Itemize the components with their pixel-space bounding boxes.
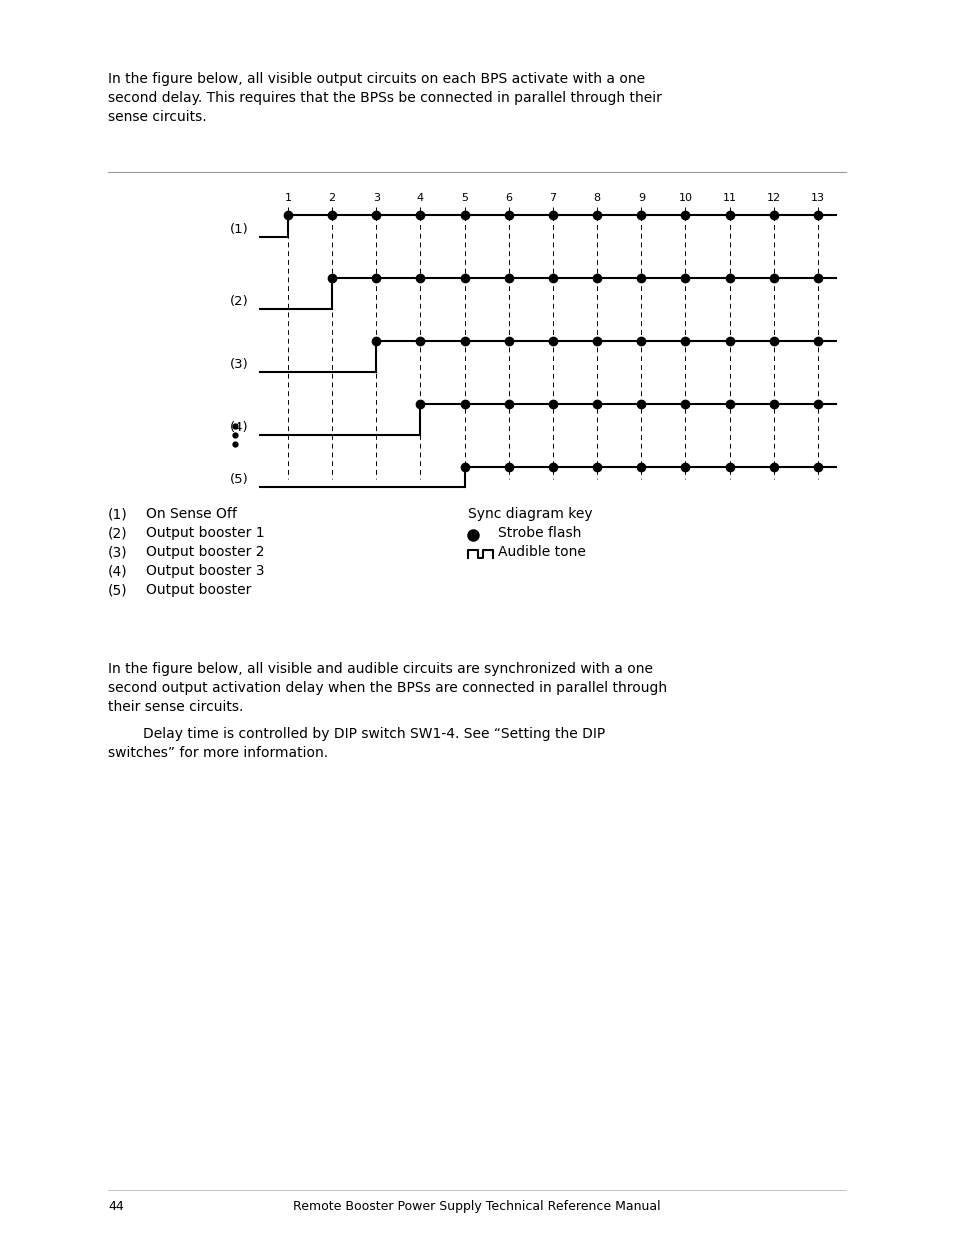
Text: second output activation delay when the BPSs are connected in parallel through: second output activation delay when the … xyxy=(108,680,666,695)
Text: switches” for more information.: switches” for more information. xyxy=(108,746,328,760)
Text: 6: 6 xyxy=(505,193,512,203)
Text: Output booster 1: Output booster 1 xyxy=(146,526,264,540)
Text: 11: 11 xyxy=(722,193,736,203)
Text: (2): (2) xyxy=(108,526,128,540)
Text: 12: 12 xyxy=(766,193,781,203)
Text: (5): (5) xyxy=(108,583,128,597)
Text: (4): (4) xyxy=(108,564,128,578)
Text: Sync diagram key: Sync diagram key xyxy=(468,508,592,521)
Text: 4: 4 xyxy=(416,193,424,203)
Text: 3: 3 xyxy=(373,193,379,203)
Text: 44: 44 xyxy=(108,1200,124,1213)
Text: 9: 9 xyxy=(638,193,644,203)
Text: On Sense Off: On Sense Off xyxy=(146,508,236,521)
Text: Output booster: Output booster xyxy=(146,583,251,597)
Text: Output booster 3: Output booster 3 xyxy=(146,564,264,578)
Text: sense circuits.: sense circuits. xyxy=(108,110,207,124)
Text: (1): (1) xyxy=(230,222,249,236)
Text: (3): (3) xyxy=(230,357,249,370)
Text: 5: 5 xyxy=(460,193,468,203)
Text: 8: 8 xyxy=(593,193,600,203)
Text: 10: 10 xyxy=(678,193,692,203)
Text: In the figure below, all visible and audible circuits are synchronized with a on: In the figure below, all visible and aud… xyxy=(108,662,652,676)
Text: 13: 13 xyxy=(810,193,824,203)
Text: Remote Booster Power Supply Technical Reference Manual: Remote Booster Power Supply Technical Re… xyxy=(293,1200,660,1213)
Text: (5): (5) xyxy=(230,473,249,485)
Text: (2): (2) xyxy=(230,294,249,308)
Text: their sense circuits.: their sense circuits. xyxy=(108,700,243,714)
Text: 2: 2 xyxy=(328,193,335,203)
Text: In the figure below, all visible output circuits on each BPS activate with a one: In the figure below, all visible output … xyxy=(108,72,644,86)
Text: Strobe flash: Strobe flash xyxy=(497,526,580,540)
Text: (3): (3) xyxy=(108,545,128,559)
Text: 1: 1 xyxy=(284,193,292,203)
Text: Output booster 2: Output booster 2 xyxy=(146,545,264,559)
Text: Delay time is controlled by DIP switch SW1-4. See “Setting the DIP: Delay time is controlled by DIP switch S… xyxy=(108,727,604,741)
Text: second delay. This requires that the BPSs be connected in parallel through their: second delay. This requires that the BPS… xyxy=(108,91,661,105)
Text: (4): (4) xyxy=(230,420,249,433)
Text: (1): (1) xyxy=(108,508,128,521)
Text: 7: 7 xyxy=(549,193,556,203)
Text: Audible tone: Audible tone xyxy=(497,545,585,559)
